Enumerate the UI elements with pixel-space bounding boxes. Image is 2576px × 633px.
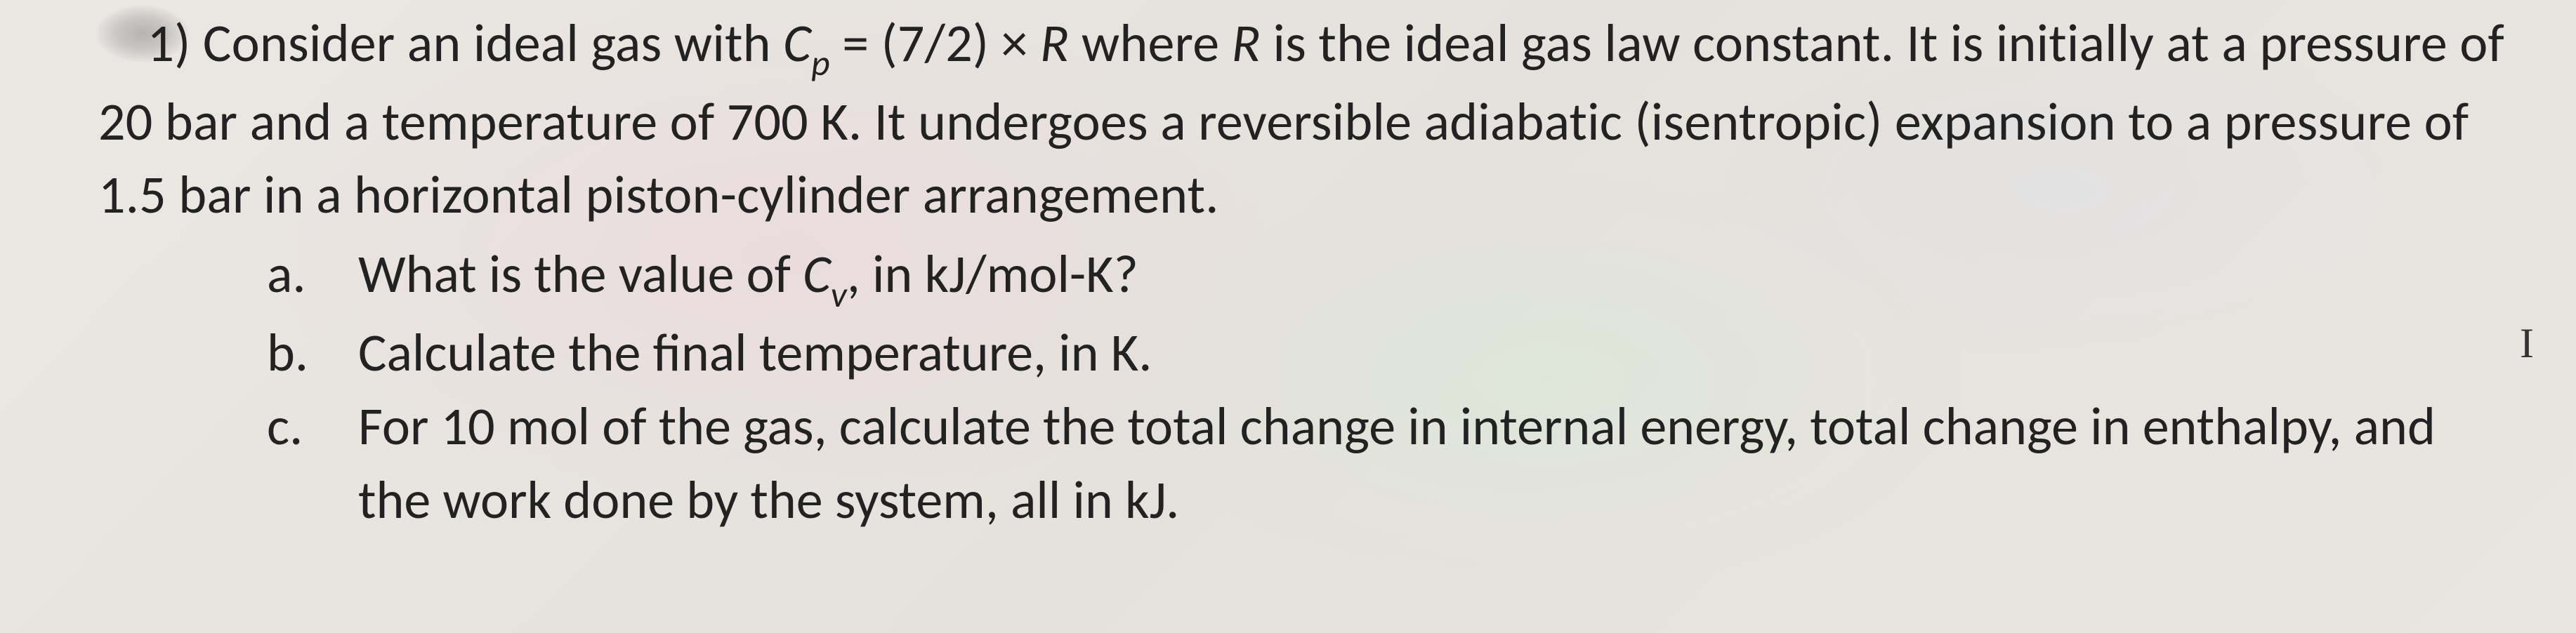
part-b-text: Calculate the final temperature, in K.	[358, 321, 1152, 385]
text-cursor-icon: I	[2520, 319, 2534, 368]
cp-symbol-c: C	[783, 11, 811, 76]
part-a-text-post: , in kJ/mol-K?	[847, 242, 1138, 307]
part-a: a. What is the value of Cv, in kJ/mol-K?	[267, 238, 2520, 316]
part-b: b. Calculate the final temperature, in K…	[267, 316, 2520, 390]
part-b-label: b.	[267, 316, 308, 390]
cv-symbol-v: v	[831, 272, 847, 316]
stem-text-3: where	[1069, 11, 1231, 76]
r-symbol-1: R	[1040, 11, 1069, 76]
question-block: 1) Consider an ideal gas with Cp = (7/2)…	[98, 7, 2520, 537]
part-c-text: For 10 mol of the gas, calculate the tot…	[358, 394, 2436, 533]
cp-symbol-p: p	[811, 41, 830, 85]
cv-symbol-c: C	[803, 242, 831, 307]
stem-text-2: = (7/2) ×	[830, 11, 1040, 76]
part-a-text-pre: What is the value of	[358, 242, 803, 307]
part-c: c. For 10 mol of the gas, calculate the …	[267, 390, 2520, 538]
stem-text-1: Consider an ideal gas with	[203, 11, 783, 76]
part-a-label: a.	[267, 238, 306, 312]
question-number: 1)	[147, 11, 191, 76]
question-stem: 1) Consider an ideal gas with Cp = (7/2)…	[98, 7, 2520, 232]
part-c-label: c.	[267, 390, 303, 464]
sub-parts-list: a. What is the value of Cv, in kJ/mol-K?…	[98, 238, 2520, 537]
r-symbol-2: R	[1232, 11, 1261, 76]
